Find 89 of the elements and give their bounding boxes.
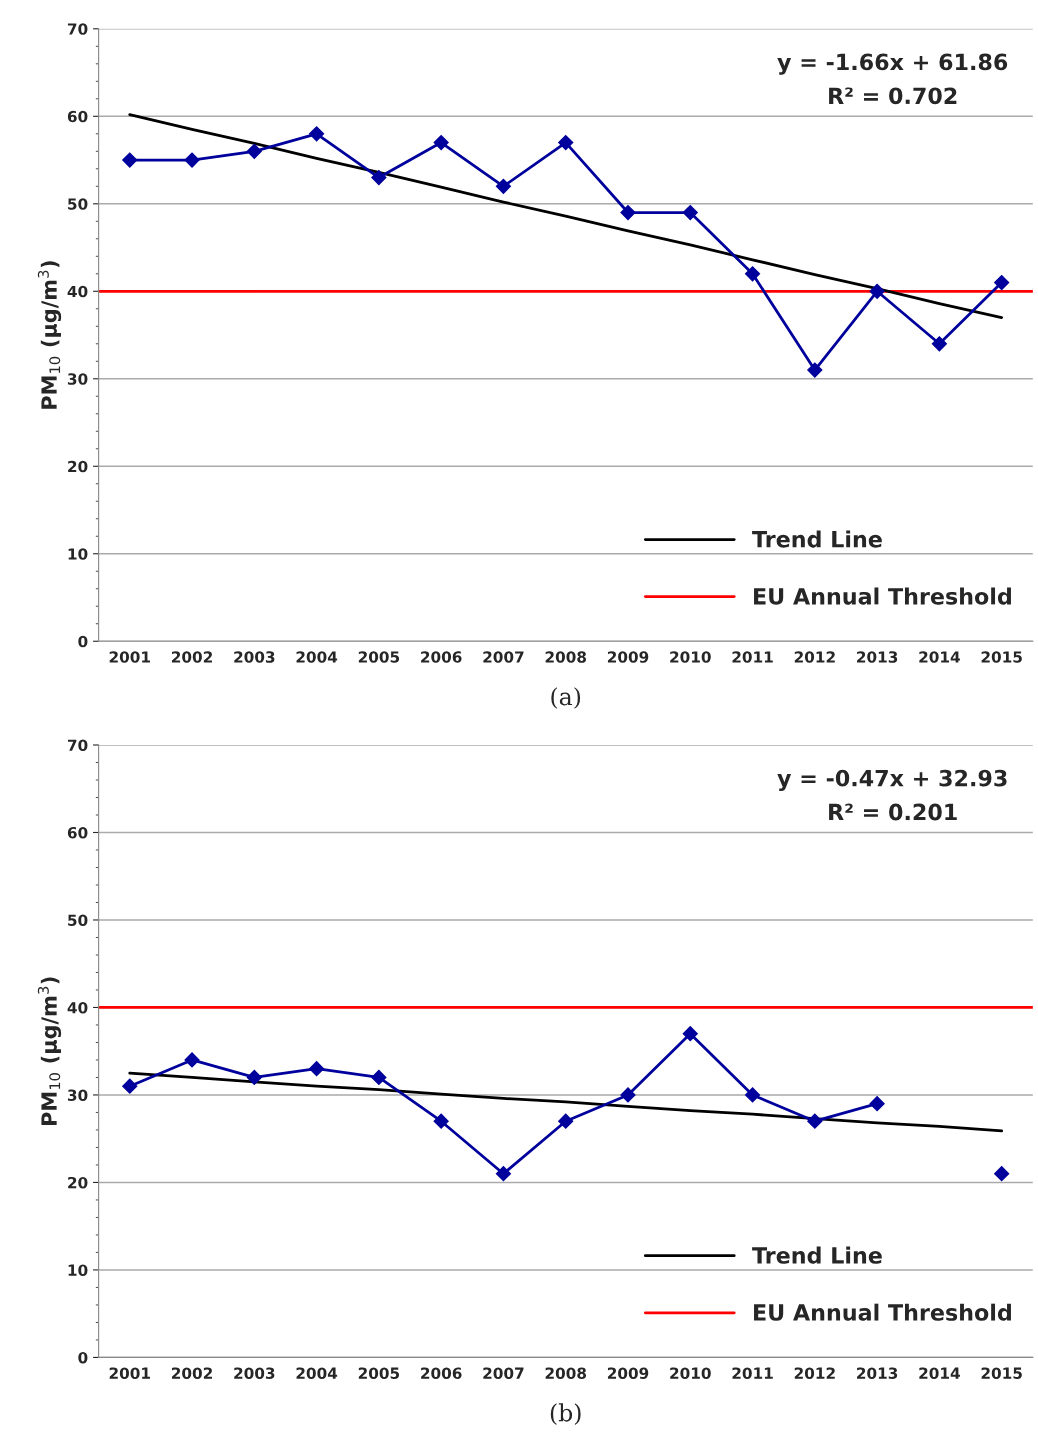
x-tick-label: 2001 [109,651,150,663]
legend-label: EU Annual Threshold [754,1303,1011,1321]
y-tick-label: 10 [68,548,88,560]
y-tick-label: 60 [67,826,88,839]
point [994,1166,1010,1182]
y-tick-label: 10 [68,1264,88,1276]
legend-label: EU Annual Threshold [754,587,1011,605]
x-tick-label: 2005 [358,651,400,663]
y-tick-label: 30 [67,1089,88,1101]
point [682,204,698,221]
x-tick-label: 2014 [919,1367,960,1379]
x-tick-label: 2008 [545,1367,587,1379]
text: (b) [550,1403,581,1425]
y-tick-label: 0 [78,635,88,648]
point [246,1069,262,1086]
y-tick-label: 20 [68,1176,88,1189]
y-axis-title: PM$_{10}$ (µg/m$^{3}$) [37,977,62,1125]
x-tick-label: 2005 [358,1367,400,1379]
annotation: y = -0.47x + 32.93 [777,769,1007,791]
y-tick-label: 70 [67,739,88,752]
x-tick-label: 2009 [607,1367,649,1379]
text: (a) [551,687,581,709]
y-tick-label: 50 [68,914,88,926]
x-tick-label: 2001 [109,1367,150,1379]
point [184,152,200,168]
point [309,1061,325,1077]
y-tick-label: 50 [68,198,88,210]
x-tick-label: 2013 [857,1367,898,1379]
point [122,152,138,168]
point [309,126,325,142]
x-tick-label: 2012 [794,1367,835,1379]
y-tick-label: 40 [67,1001,88,1014]
point [620,204,636,221]
x-tick-label: 2007 [483,1367,524,1379]
x-tick-label: 2006 [421,651,462,663]
point [433,134,449,151]
y-tick-label: 20 [68,460,88,473]
point [495,1166,512,1182]
x-tick-label: 2011 [732,651,773,663]
y-tick-label: 60 [67,110,88,123]
x-tick-label: 2015 [981,1367,1022,1379]
legend-label: Trend Line [752,530,882,548]
point [558,1113,574,1129]
point [807,1113,823,1129]
point [246,143,262,159]
x-tick-label: 2015 [981,651,1022,663]
point [869,283,885,299]
point [184,1052,200,1068]
point [807,362,823,378]
x-tick-label: 2003 [234,1367,275,1379]
point [682,1026,698,1042]
point [558,134,574,151]
x-tick-label: 2010 [670,1367,711,1379]
x-tick-label: 2007 [483,651,524,663]
line-series [128,1071,1004,1133]
point [495,178,512,194]
x-tick-label: 2012 [794,651,835,663]
legend-label: Trend Line [752,1246,882,1264]
x-tick-label: 2002 [171,651,212,663]
x-tick-label: 2009 [607,651,649,663]
x-tick-label: 2008 [545,651,587,663]
point [122,1078,138,1094]
annotation: y = -1.66x + 61.86 [777,53,1008,75]
x-tick-label: 2004 [296,1367,338,1379]
x-tick-label: 2006 [421,1367,462,1379]
point [744,266,761,282]
y-tick-label: 70 [67,23,88,35]
x-tick-label: 2002 [171,1367,212,1379]
line-series [128,113,1004,319]
annotation: R² = 0.702 [829,87,957,105]
point [620,1087,636,1103]
y-tick-label: 30 [67,373,88,385]
x-tick-label: 2003 [234,651,275,663]
x-tick-label: 2004 [296,651,338,663]
annotation: R² = 0.201 [829,803,957,821]
y-tick-label: 40 [67,285,88,298]
x-tick-label: 2010 [670,651,711,663]
point [371,1069,387,1086]
point [931,336,947,352]
point [994,274,1010,291]
point [869,1096,885,1112]
point [371,169,387,186]
x-tick-label: 2014 [919,651,960,663]
point [433,1113,449,1129]
x-tick-label: 2011 [732,1367,773,1379]
y-axis-title: PM$_{10}$ (µg/m$^{3}$) [37,261,62,409]
x-tick-label: 2013 [857,651,898,663]
point [744,1087,761,1103]
y-tick-label: 0 [78,1351,88,1364]
